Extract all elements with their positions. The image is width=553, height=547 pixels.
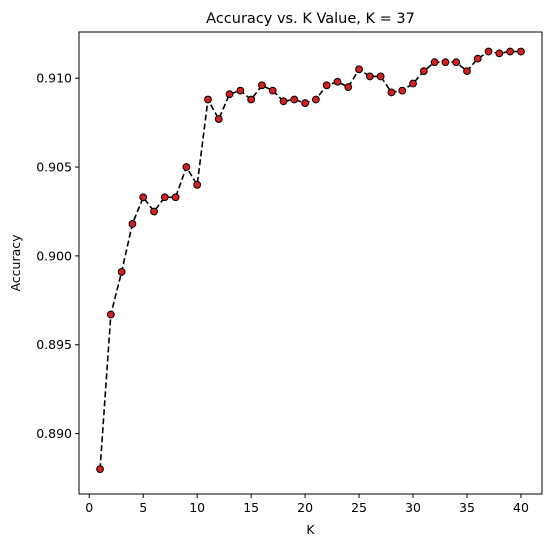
data-point-k-14 <box>236 86 245 95</box>
data-point-k-20 <box>301 99 310 107</box>
y-tick-label: 0.910 <box>36 71 72 86</box>
accuracy-series-line <box>99 50 521 470</box>
data-point-k-16 <box>258 81 266 90</box>
data-point-k-2 <box>106 310 115 319</box>
data-point-k-23 <box>333 77 342 86</box>
y-axis-ticks: 0.890 0.895 0.900 0.905 0.910 <box>36 71 79 441</box>
series-line-group <box>99 50 521 470</box>
x-axis-label: K <box>306 522 315 537</box>
y-tick-label: 0.895 <box>36 337 72 352</box>
series-markers-group <box>96 47 525 474</box>
chart-title: Accuracy vs. K Value, K = 37 <box>206 11 415 27</box>
x-tick-label: 20 <box>297 500 313 515</box>
data-point-k-40 <box>517 47 525 56</box>
x-axis-ticks: 0 5 10 15 20 25 30 35 40 <box>85 494 529 515</box>
data-point-k-9 <box>182 163 191 171</box>
data-point-k-39 <box>506 47 515 56</box>
data-point-k-17 <box>268 86 277 95</box>
y-tick-label: 0.890 <box>36 426 72 441</box>
data-point-k-28 <box>387 88 396 97</box>
data-point-k-27 <box>376 72 385 81</box>
data-point-k-8 <box>171 193 180 202</box>
x-tick-label: 15 <box>243 500 259 515</box>
data-point-k-5 <box>139 193 148 202</box>
data-point-k-24 <box>344 83 353 91</box>
data-point-k-3 <box>117 267 126 276</box>
data-point-k-32 <box>430 58 439 67</box>
data-point-k-15 <box>247 95 256 104</box>
data-point-k-31 <box>419 67 428 75</box>
data-point-k-4 <box>128 220 137 228</box>
x-tick-label: 30 <box>405 500 421 515</box>
plot-area <box>79 32 542 494</box>
data-point-k-21 <box>311 95 320 104</box>
data-point-k-22 <box>322 81 331 90</box>
data-point-k-6 <box>150 207 158 216</box>
data-point-k-30 <box>409 79 417 88</box>
data-point-k-34 <box>452 58 461 67</box>
x-tick-label: 0 <box>85 500 93 515</box>
x-tick-label: 25 <box>351 500 367 515</box>
data-point-k-1 <box>96 465 104 474</box>
data-point-k-18 <box>279 97 288 106</box>
data-point-k-29 <box>398 86 407 95</box>
data-point-k-7 <box>160 193 169 202</box>
data-point-k-26 <box>365 72 374 81</box>
data-point-k-12 <box>214 115 223 123</box>
x-tick-label: 10 <box>189 500 205 515</box>
x-tick-label: 40 <box>513 500 529 515</box>
plot-frame <box>78 31 543 495</box>
data-point-k-36 <box>473 54 482 63</box>
x-tick-label: 35 <box>459 500 475 515</box>
y-tick-label: 0.905 <box>36 160 72 175</box>
y-tick-label: 0.900 <box>36 248 72 263</box>
x-tick-label: 5 <box>139 500 147 515</box>
data-point-k-11 <box>204 95 212 104</box>
data-point-k-13 <box>225 90 234 99</box>
data-point-k-37 <box>484 47 493 56</box>
data-point-k-33 <box>441 58 450 67</box>
data-point-k-19 <box>290 95 299 104</box>
data-point-k-25 <box>355 65 363 74</box>
y-axis-label: Accuracy <box>8 234 23 292</box>
data-point-k-38 <box>495 49 504 58</box>
data-point-k-10 <box>193 180 202 189</box>
data-point-k-35 <box>463 67 471 75</box>
